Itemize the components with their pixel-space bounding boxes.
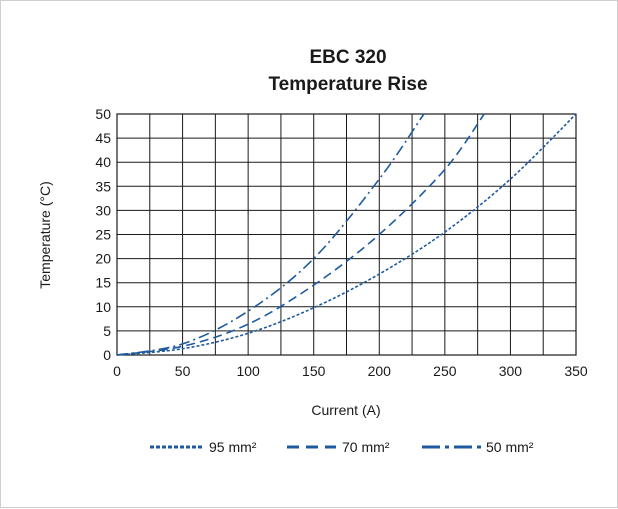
axis-ticks: 0 50 100 150 200 250 300 350 0 5 10 15 20 25 30 35 40 45 5… xyxy=(95,106,587,379)
chart-legend: 95 mm² 70 mm² 50 mm² xyxy=(150,439,534,455)
x-tick-label: 300 xyxy=(499,363,523,379)
y-tick-label: 50 xyxy=(95,106,111,122)
y-tick-label: 40 xyxy=(95,154,111,170)
x-tick-label: 350 xyxy=(564,363,588,379)
y-tick-label: 35 xyxy=(95,178,111,194)
x-tick-label: 150 xyxy=(302,363,326,379)
y-tick-label: 45 xyxy=(95,130,111,146)
legend-label-95-mm: 95 mm² xyxy=(209,439,257,455)
y-tick-label: 0 xyxy=(103,347,111,363)
x-tick-label: 0 xyxy=(113,363,121,379)
x-tick-label: 50 xyxy=(175,363,191,379)
legend-label-50-mm: 50 mm² xyxy=(486,439,534,455)
y-tick-label: 25 xyxy=(95,227,111,243)
y-tick-label: 30 xyxy=(95,202,111,218)
y-tick-label: 5 xyxy=(103,323,111,339)
chart-title-line-1: EBC 320 xyxy=(309,47,386,68)
y-tick-label: 15 xyxy=(95,275,111,291)
y-tick-label: 20 xyxy=(95,251,111,267)
x-tick-label: 250 xyxy=(433,363,457,379)
y-axis-label: Temperature (°C) xyxy=(37,181,53,289)
legend-label-70-mm: 70 mm² xyxy=(342,439,390,455)
chart-grid xyxy=(117,114,576,355)
x-tick-label: 200 xyxy=(368,363,392,379)
chart-title-line-2: Temperature Rise xyxy=(268,74,427,95)
x-tick-label: 100 xyxy=(236,363,260,379)
y-tick-label: 10 xyxy=(95,299,111,315)
x-axis-label: Current (A) xyxy=(311,402,380,418)
